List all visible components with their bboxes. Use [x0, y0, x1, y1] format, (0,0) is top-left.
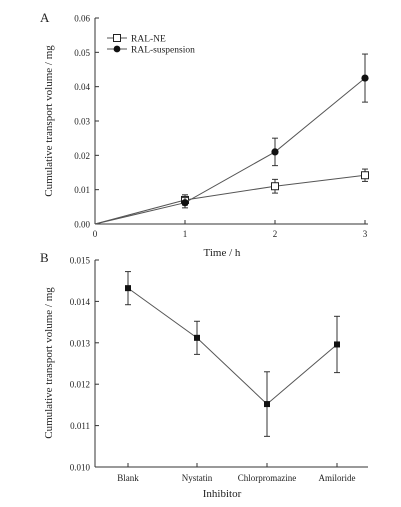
chart-a-y-tick-label: 0.02 — [74, 151, 90, 161]
chart-a-point — [361, 74, 369, 82]
chart-a-x-tick-label: 0 — [93, 229, 98, 239]
chart-a-point — [271, 148, 279, 156]
chart-a: 0.00 0.01 0.02 0.03 0.04 0.05 0.06 0 1 2 3 Time /… — [43, 14, 369, 259]
chart-b-x-tick-label: Amiloride — [319, 473, 356, 483]
chart-b-point — [125, 285, 131, 292]
chart-a-y-tick-label: 0.06 — [74, 14, 90, 24]
chart-b-point — [194, 334, 200, 341]
chart-b-point — [264, 401, 270, 408]
chart-a-y-tick-label: 0.00 — [74, 220, 90, 230]
chart-a-x-tick-label: 2 — [273, 229, 278, 239]
chart-b-series-line — [127, 287, 338, 405]
chart-a-x-tick-label: 3 — [363, 229, 368, 239]
chart-b: 0.010 0.011 0.012 0.013 0.014 0.015 Blank Nyst… — [43, 256, 368, 500]
chart-b-x-tick-label: Chlorpromazine — [238, 473, 296, 483]
chart-a-y-tick-label: 0.05 — [74, 48, 90, 58]
chart-a-point — [271, 182, 279, 191]
chart-b-y-tick-label: 0.011 — [70, 421, 90, 431]
chart-a-legend-label: RAL-suspension — [131, 46, 195, 56]
panel-b-label: B — [40, 250, 49, 265]
chart-a-legend-marker — [113, 45, 121, 53]
chart-a-y-tick-label: 0.01 — [74, 185, 90, 195]
chart-b-point — [334, 341, 340, 348]
chart-b-x-tick-label: Nystatin — [182, 473, 213, 483]
chart-a-series-line-1 — [94, 77, 366, 225]
chart-b-x-tick-label: Blank — [117, 473, 139, 483]
chart-a-legend-marker — [113, 34, 121, 42]
chart-b-y-tick-label: 0.015 — [70, 256, 91, 266]
chart-b-x-label: Inhibitor — [203, 488, 242, 500]
chart-a-legend-label: RAL-NE — [131, 35, 166, 45]
chart-a-point — [181, 199, 189, 207]
chart-a-y-tick-label: 0.03 — [74, 117, 90, 127]
chart-b-y-tick-label: 0.010 — [70, 463, 91, 473]
chart-a-point — [361, 171, 369, 180]
chart-a-y-label: Cumulative transport volume / mg — [43, 45, 55, 197]
chart-b-y-tick-label: 0.013 — [70, 338, 91, 348]
chart-b-y-tick-label: 0.014 — [70, 297, 91, 307]
chart-a-x-tick-label: 1 — [183, 229, 188, 239]
chart-b-y-label: Cumulative transport volume / mg — [43, 287, 55, 439]
panel-a-label: A — [40, 10, 50, 25]
chart-a-y-tick-label: 0.04 — [74, 82, 90, 92]
chart-b-y-tick-label: 0.012 — [70, 380, 90, 390]
chart-a-x-label: Time / h — [204, 247, 241, 259]
chart-a-series-line-0 — [94, 174, 366, 225]
